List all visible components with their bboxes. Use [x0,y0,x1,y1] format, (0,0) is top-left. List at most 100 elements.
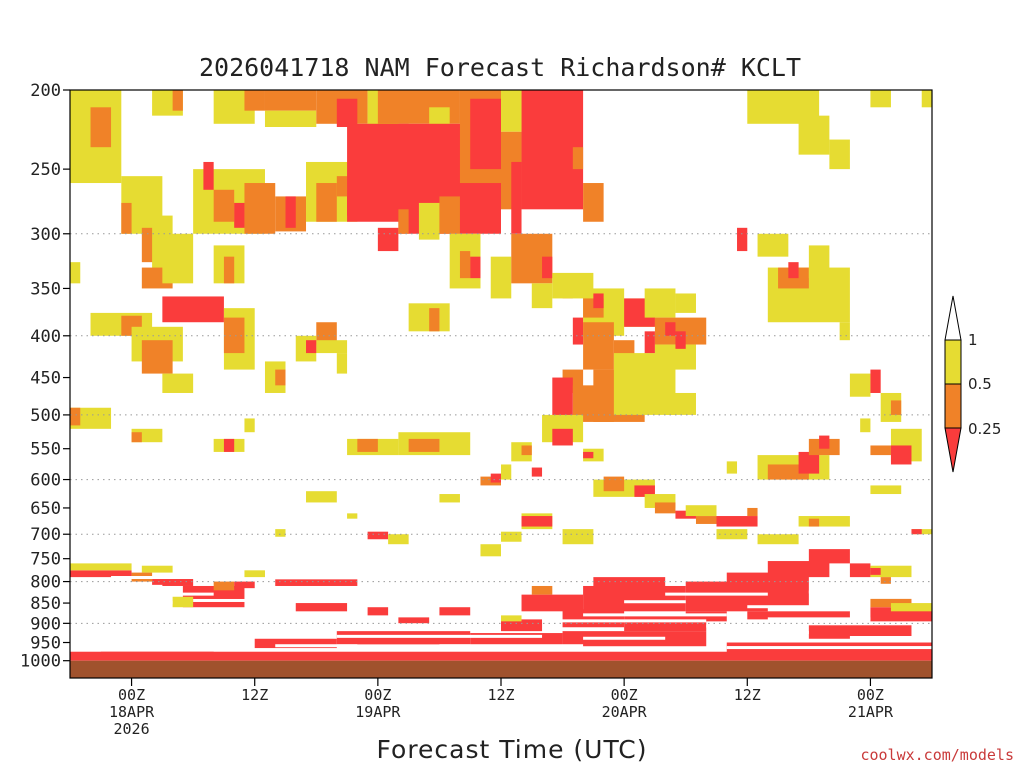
chart-title: 2026041718 NAM Forecast Richardson# KCLT [199,53,801,82]
ri-cell-131 [726,461,738,474]
ri-cell-56 [572,147,584,170]
x-tick-label-12-0: 12Z [241,686,268,704]
ri-cell-144 [275,529,286,537]
ri-cell-77 [552,428,573,446]
ri-cell-156 [839,322,850,341]
ri-cell-82 [644,288,676,318]
ri-cell-54 [511,161,522,234]
ri-cell-29 [244,90,265,111]
ri-cell-46 [398,209,409,234]
ri-cell-119 [654,502,676,514]
ri-cell-158 [849,373,871,397]
ri-cell-176 [213,581,235,591]
ri-cell-121 [695,516,717,524]
ri-cell-206 [870,598,912,608]
ri-cell-164 [870,445,891,456]
y-tick-label-200: 200 [30,81,61,101]
ri-cell-202 [747,611,850,620]
ri-cell-15 [162,296,224,323]
ri-cell-179 [244,570,265,578]
ri-cell-148 [870,90,891,108]
ri-cell-159 [870,369,881,393]
ri-cell-123 [685,505,717,517]
white-streak-15 [808,590,871,594]
ri-cell-137 [480,544,501,557]
white-streak-17 [747,605,850,609]
ri-cell-145 [347,513,358,519]
ri-cell-208 [870,565,912,578]
ri-cell-42 [377,227,399,252]
ri-cell-85 [665,322,676,336]
ri-cell-81 [644,331,655,354]
x-axis-label: Forecast Time (UTC) [377,735,648,764]
ri-cell-143 [439,494,460,503]
colorbar-label-1: 1 [968,331,978,349]
ri-cell-210 [880,577,891,584]
ri-cell-140 [367,531,389,540]
ri-cell-192 [583,585,686,612]
ri-cell-178 [275,579,358,586]
ri-cell-31 [264,110,317,128]
y-tick-label-400: 400 [30,327,61,347]
white-streaks [70,576,932,650]
ri-cell-124 [747,507,758,517]
ri-cell-106 [408,438,440,452]
ri-cell-203 [808,625,912,639]
ri-cell-88 [665,392,696,415]
ri-cell-185 [254,638,337,649]
white-streak-10 [624,600,686,604]
ri-cell-173 [152,577,194,586]
ri-cell-111 [521,445,532,456]
colorbar-orange [944,383,962,429]
ri-cell-108 [490,473,501,483]
white-streak-21 [275,644,358,648]
white-streak-20 [583,636,666,640]
ri-cell-18 [162,373,194,393]
x-tick-label-0-2: 2026 [114,720,150,738]
ri-cell-114 [583,451,594,459]
ri-cell-52 [501,90,522,132]
colorbar: 1 0.5 0.25 [944,295,1001,473]
white-streak-2 [70,601,173,605]
ri-cell-92 [316,340,348,354]
ri-cell-90 [429,308,440,332]
white-streak-7 [336,634,543,638]
white-streak-19 [439,644,584,648]
colorbar-bottom-arrow [944,427,962,473]
ri-cell-193 [593,577,666,589]
ri-cell-181 [367,607,389,616]
white-streak-0 [70,584,163,588]
ri-cell-183 [398,617,430,624]
ri-cell-72 [583,322,614,370]
richardson-cells [70,90,932,661]
plot-area [69,89,933,679]
ri-cell-128 [798,451,820,474]
x-tick-label-36-0: 12Z [487,686,514,704]
ri-cell-207 [890,603,932,612]
ri-cell-201 [849,563,871,578]
ri-cell-199 [767,561,830,578]
ri-cell-58 [459,251,471,279]
y-tick-label-700: 700 [30,525,61,545]
ri-cell-132 [798,516,850,527]
ri-cell-47 [439,196,460,234]
white-streak-12 [706,624,768,628]
ri-cell-10 [121,202,132,234]
ri-cell-171 [141,565,173,573]
ri-cell-198 [726,572,809,608]
ri-cell-96 [275,369,286,386]
ri-cell-38 [336,98,358,128]
ri-cell-117 [634,485,655,497]
ri-cell-63 [531,283,553,309]
ri-cell-60 [490,256,512,299]
ri-cell-133 [808,518,820,527]
ri-cell-1 [90,107,112,148]
ri-cell-41 [336,176,348,197]
ri-cell-191 [562,609,625,628]
ri-cell-166 [870,485,902,495]
ri-cell-101 [223,438,235,452]
ri-cell-154 [808,245,830,279]
x-tick-label-24-0: 00Z [364,686,391,704]
ri-cell-211 [70,651,932,661]
ri-cell-168 [911,529,922,535]
